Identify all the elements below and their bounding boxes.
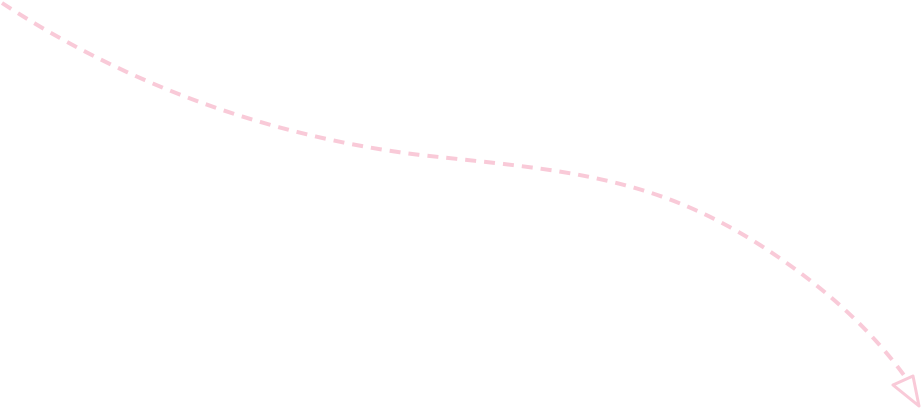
arrowhead-icon bbox=[891, 374, 921, 408]
dashed-curved-connector bbox=[0, 1, 908, 380]
